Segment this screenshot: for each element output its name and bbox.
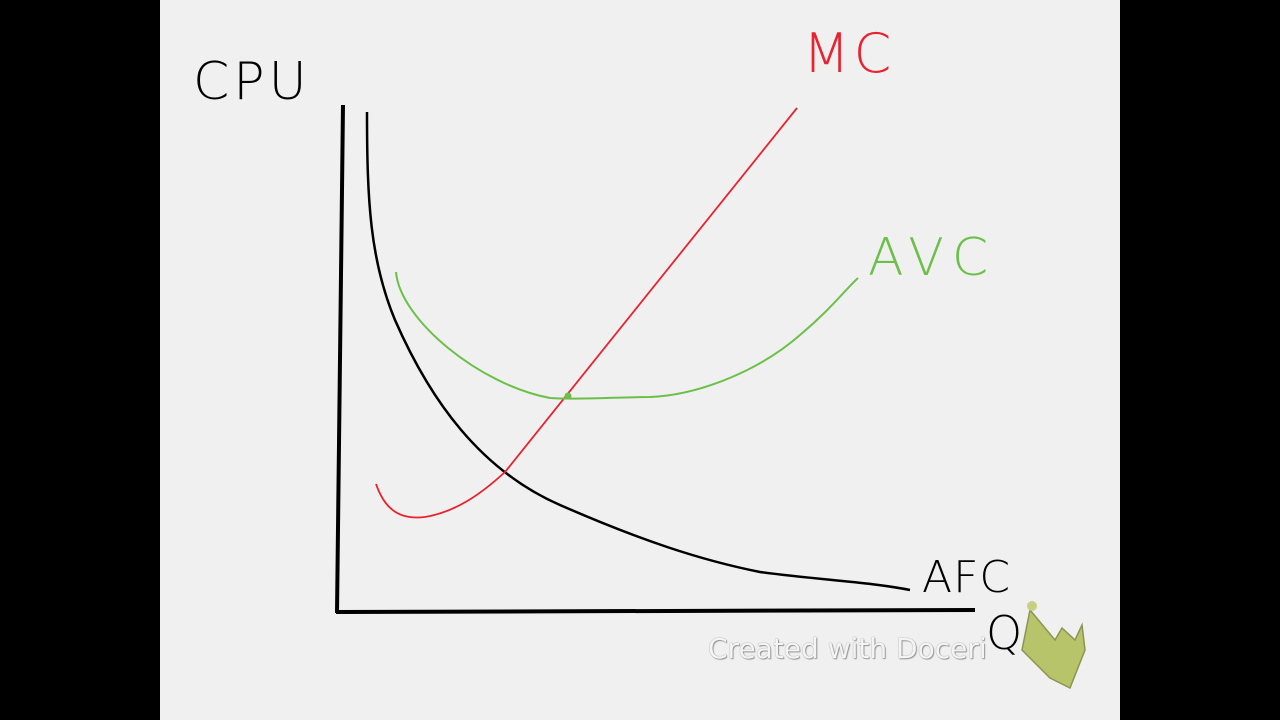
x-axis-label: Q: [986, 606, 1027, 660]
afc-curve: [365, 111, 911, 592]
hand-pointer-icon: [1021, 601, 1086, 690]
y-axis: [335, 104, 345, 614]
avc-label: AVC: [868, 228, 997, 288]
afc-label: AFC: [922, 552, 1012, 603]
avc-curve: [395, 271, 859, 400]
watermark: Created with Doceri: [708, 632, 987, 665]
mc-label: MC: [803, 22, 896, 85]
avc-mc-intersection: [564, 392, 572, 400]
whiteboard: [160, 0, 1120, 720]
y-axis-label: CPU: [193, 52, 311, 112]
mc-curve: [375, 107, 798, 519]
x-axis: [335, 608, 976, 614]
